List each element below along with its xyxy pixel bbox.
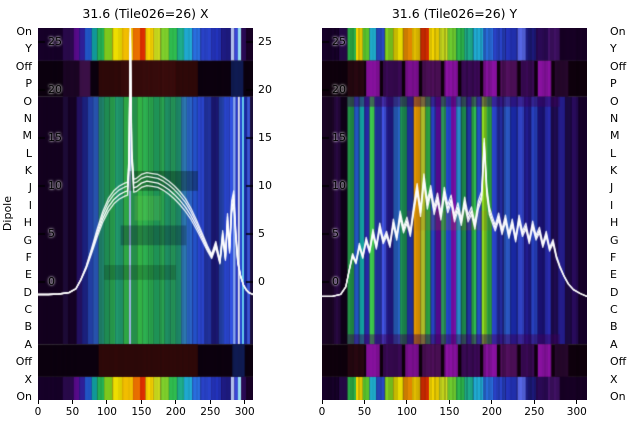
x-tick-label: 200 bbox=[165, 406, 186, 418]
x-tick-mark bbox=[209, 400, 211, 404]
x-tick-mark bbox=[406, 400, 408, 404]
dipole-row-label: K bbox=[24, 164, 32, 177]
dipole-row-label: G bbox=[610, 233, 619, 247]
dipole-row-label: E bbox=[610, 268, 617, 282]
inner-ytick-label: 0 bbox=[332, 275, 339, 288]
panel-y: 25 20 15 10 5 0 0 50 100 150 200 250 300 bbox=[319, 28, 587, 418]
x-tick-label: 50 bbox=[65, 406, 80, 418]
x-tick-label: 150 bbox=[439, 406, 460, 418]
dipole-row-label: Off bbox=[15, 355, 32, 369]
x-tick-mark bbox=[533, 400, 535, 404]
panel-title-x: 31.6 (Tile026=26) X bbox=[82, 6, 209, 21]
right-ytick-label: 15 bbox=[258, 131, 272, 144]
x-tick-mark bbox=[140, 400, 142, 404]
dipole-row-label: I bbox=[610, 198, 614, 212]
dipole-row-label: L bbox=[610, 146, 617, 160]
x-tick-label: 0 bbox=[34, 406, 42, 418]
dipole-row-label: I bbox=[28, 198, 32, 212]
right-ytick-label: 5 bbox=[258, 227, 265, 240]
inner-ytick-label: 25 bbox=[48, 35, 62, 48]
right-ytick-label: 10 bbox=[258, 179, 272, 192]
dipole-row-label: C bbox=[24, 303, 32, 316]
dipole-label-column-right: On Y Off P O N M L K J I H G F E D C B A Off X On bbox=[596, 26, 640, 402]
dipole-row-label: A bbox=[24, 337, 32, 351]
x-tick-mark bbox=[244, 400, 246, 404]
dipole-row-label: K bbox=[610, 164, 618, 177]
dipole-row-label: O bbox=[610, 94, 619, 108]
dipole-row-label: Y bbox=[25, 42, 32, 56]
dipole-row-label: E bbox=[25, 268, 32, 282]
dipole-row-label: H bbox=[23, 216, 32, 230]
inner-ytick-label: 15 bbox=[332, 131, 346, 144]
dipole-row-label: P bbox=[25, 77, 32, 91]
panel-title-y: 31.6 (Tile026=26) Y bbox=[391, 6, 518, 21]
dipole-row-label: P bbox=[610, 77, 617, 91]
inner-ytick-label: 10 bbox=[48, 179, 62, 192]
x-tick-label: 300 bbox=[566, 406, 587, 418]
dipole-row-label: F bbox=[610, 250, 617, 264]
right-ytick-label: 25 bbox=[258, 35, 272, 48]
dipole-row-label: M bbox=[22, 129, 33, 143]
x-tick-mark bbox=[448, 400, 450, 404]
dipole-row-label: H bbox=[610, 216, 619, 230]
heatmap-canvas-y bbox=[322, 28, 587, 400]
x-tick-mark bbox=[576, 400, 578, 404]
dipole-row-label: Off bbox=[15, 59, 32, 73]
dipole-row-label: Off bbox=[610, 355, 627, 369]
dipole-row-label: M bbox=[610, 129, 620, 143]
x-tick-mark bbox=[321, 400, 323, 404]
dipole-row-label: J bbox=[28, 181, 32, 195]
inner-ytick-label: 20 bbox=[48, 83, 62, 96]
dipole-row-label: Y bbox=[610, 42, 617, 56]
dipole-row-label: J bbox=[610, 181, 614, 195]
dipole-row-label: N bbox=[610, 111, 619, 125]
dipole-row-label: On bbox=[16, 25, 32, 38]
dipole-row-label: D bbox=[610, 285, 619, 299]
x-tick-label: 250 bbox=[200, 406, 221, 418]
dipole-row-label: On bbox=[16, 389, 32, 403]
right-ytick-label: 0 bbox=[258, 275, 265, 288]
inner-ytick-label: 5 bbox=[48, 227, 55, 240]
x-tick-mark bbox=[175, 400, 177, 404]
dipole-row-label: N bbox=[23, 111, 32, 125]
x-tick-label: 300 bbox=[234, 406, 255, 418]
x-tick-label: 0 bbox=[318, 406, 326, 418]
x-tick-mark bbox=[37, 400, 39, 404]
inner-ytick-label: 15 bbox=[48, 131, 62, 144]
x-tick-mark bbox=[363, 400, 365, 404]
dipole-row-label: G bbox=[23, 233, 32, 247]
inner-ytick-label: 20 bbox=[332, 83, 346, 96]
heatmap-canvas-x bbox=[38, 28, 253, 400]
dipole-label-column-left: On Y Off P O N M L K J I H G F E D C B A Off X On bbox=[6, 26, 32, 402]
x-tick-label: 250 bbox=[524, 406, 545, 418]
dipole-row-label: X bbox=[24, 372, 32, 386]
x-tick-label: 200 bbox=[481, 406, 502, 418]
dipole-row-label: B bbox=[24, 320, 32, 334]
x-tick-mark bbox=[491, 400, 493, 404]
dipole-row-label: C bbox=[610, 303, 618, 316]
dipole-row-label: O bbox=[23, 94, 32, 108]
right-ytick-label: 20 bbox=[258, 83, 272, 96]
dipole-row-label: X bbox=[610, 372, 618, 386]
x-tick-label: 150 bbox=[131, 406, 152, 418]
dipole-row-label: F bbox=[25, 250, 32, 264]
inner-ytick-label: 0 bbox=[48, 275, 55, 288]
dipole-row-label: On bbox=[610, 25, 626, 38]
inner-ytick-label: 5 bbox=[332, 227, 339, 240]
inner-ytick-label: 10 bbox=[332, 179, 346, 192]
dipole-row-label: L bbox=[25, 146, 32, 160]
x-tick-label: 50 bbox=[357, 406, 372, 418]
inner-ytick-label: 25 bbox=[332, 35, 346, 48]
panel-x: 25 25 20 20 15 15 10 10 5 5 0 0 0 50 100 150 200 250 300 bbox=[35, 28, 272, 418]
dipole-row-label: On bbox=[610, 389, 626, 403]
dipole-row-label: A bbox=[610, 337, 618, 351]
dipole-row-label: Off bbox=[610, 59, 627, 73]
dipole-row-label: D bbox=[23, 285, 32, 299]
dipole-row-label: B bbox=[610, 320, 618, 334]
x-tick-mark bbox=[71, 400, 73, 404]
x-tick-label: 100 bbox=[396, 406, 417, 418]
x-tick-mark bbox=[106, 400, 108, 404]
x-tick-label: 100 bbox=[96, 406, 117, 418]
